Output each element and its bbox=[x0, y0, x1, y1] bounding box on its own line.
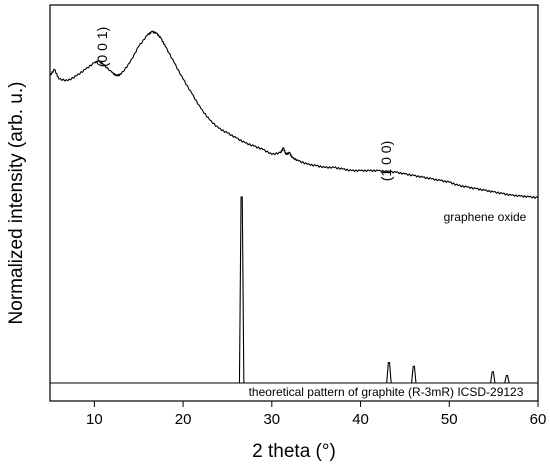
x-tick-label: 10 bbox=[86, 411, 103, 428]
graphite-peak bbox=[504, 375, 510, 384]
x-tick-label: 40 bbox=[352, 411, 369, 428]
x-axis-ticks bbox=[93, 401, 539, 407]
annotation-100: (1 0 0) bbox=[378, 141, 394, 181]
graphene-oxide-series-line bbox=[49, 30, 539, 199]
x-tick-label: 50 bbox=[441, 411, 458, 428]
graphite-peak bbox=[411, 365, 417, 384]
graphite-peak bbox=[490, 371, 496, 384]
x-tick-label: 20 bbox=[175, 411, 192, 428]
annotation-graphene-oxide: graphene oxide bbox=[444, 210, 527, 224]
x-tick-label: 60 bbox=[530, 411, 547, 428]
graphite-peak bbox=[386, 361, 392, 384]
annotation-001: (0 0 1) bbox=[94, 27, 110, 67]
plot-frame bbox=[49, 4, 539, 402]
graphite-peaks bbox=[238, 196, 510, 384]
graphite-peak bbox=[238, 196, 245, 384]
annotation-graphite-pattern: theoretical pattern of graphite (R-3mR) … bbox=[249, 385, 524, 399]
x-tick-label: 30 bbox=[263, 411, 280, 428]
y-axis-label: Normalized intensity (arb. u.) bbox=[6, 82, 27, 325]
x-axis-label: 2 theta (°) bbox=[252, 441, 336, 462]
x-axis-tick-labels: 10 20 30 40 50 60 bbox=[86, 411, 546, 428]
